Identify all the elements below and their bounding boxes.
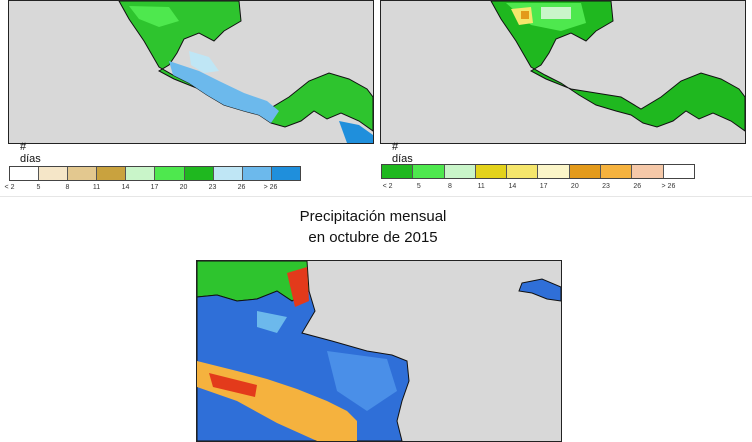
left-legend-tick: 17	[150, 184, 159, 191]
right-map-light-spot	[541, 7, 571, 19]
left-legend-tick: > 26	[263, 184, 278, 191]
left-legend-tick: 8	[65, 184, 70, 191]
right-legend-tick: 26	[633, 183, 642, 190]
right-legend-tick: 17	[539, 183, 548, 190]
right-map-svg	[490, 1, 745, 132]
right-legend-tick: 11	[477, 183, 485, 190]
right-legend-swatch	[413, 165, 445, 178]
left-legend-tick: 26	[237, 184, 246, 191]
left-legend-tick: 14	[121, 184, 130, 191]
right-units-label: # días	[392, 141, 413, 165]
left-legend-swatch	[271, 167, 300, 180]
left-legend-tick: 5	[36, 184, 41, 191]
right-legend-bar	[381, 164, 695, 179]
left-legend-tick: 11	[92, 184, 101, 191]
bottom-map-coast-red	[209, 373, 257, 397]
right-legend-swatch	[632, 165, 664, 178]
left-legend-bar	[9, 166, 301, 181]
right-legend-tick: < 2	[382, 183, 393, 190]
right-legend-tick: > 26	[661, 183, 676, 190]
left-map-svg	[118, 1, 373, 143]
bottom-map-svg	[197, 261, 561, 441]
left-legend-swatch	[10, 167, 40, 180]
right-legend-tick: 8	[448, 183, 452, 190]
right-legend-swatch	[444, 165, 476, 178]
right-legend-swatch	[601, 165, 633, 178]
left-legend-tick: 23	[208, 184, 217, 191]
bottom-map	[196, 260, 562, 442]
left-legend-tick: 20	[179, 184, 188, 191]
left-legend-ticks: < 2 5 8 11 14 17 20 23 26 > 26	[0, 184, 285, 191]
right-legend-swatch	[569, 165, 602, 178]
left-legend-swatch	[155, 167, 185, 180]
left-map-wet-region-2	[189, 51, 219, 73]
left-legend-swatch	[184, 167, 214, 180]
bottom-title: Precipitación mensual en octubre de 2015	[200, 206, 546, 248]
right-legend-tick: 23	[602, 183, 610, 190]
left-legend-swatch	[97, 167, 127, 180]
left-legend-swatch	[68, 167, 98, 180]
right-legend-swatch	[507, 165, 539, 178]
separator-line	[0, 196, 752, 197]
right-map-dry-spot-2	[521, 11, 529, 19]
left-units-label: # días	[20, 141, 41, 165]
right-legend-swatch	[663, 165, 694, 178]
bottom-map-coast-red-2	[287, 267, 309, 307]
bottom-map-mid-blue	[327, 351, 397, 411]
right-map	[380, 0, 746, 144]
right-legend-tick: 5	[416, 183, 421, 190]
left-map	[8, 0, 374, 144]
left-legend-swatch	[39, 167, 69, 180]
left-map-wet-region	[169, 61, 279, 123]
left-map-wet-region-3	[339, 121, 373, 143]
bottom-map-light-patch	[257, 311, 287, 333]
right-legend-swatch	[475, 165, 508, 178]
bottom-title-line2: en octubre de 2015	[308, 229, 438, 246]
left-legend-tick: < 2	[4, 184, 15, 191]
right-legend-tick: 14	[508, 183, 517, 190]
left-legend-swatch	[126, 167, 156, 180]
left-legend-swatch	[213, 167, 243, 180]
right-legend-ticks: < 2 5 8 11 14 17 20 23 26 > 26	[372, 183, 684, 190]
bottom-map-island	[518, 278, 561, 302]
right-legend-swatch	[382, 165, 414, 178]
left-legend-swatch	[242, 167, 272, 180]
right-map-land	[490, 1, 745, 132]
left-map-light-region	[129, 6, 179, 27]
bottom-title-line1: Precipitación mensual	[299, 208, 447, 225]
right-legend-swatch	[538, 165, 570, 178]
right-legend-tick: 20	[570, 183, 579, 190]
